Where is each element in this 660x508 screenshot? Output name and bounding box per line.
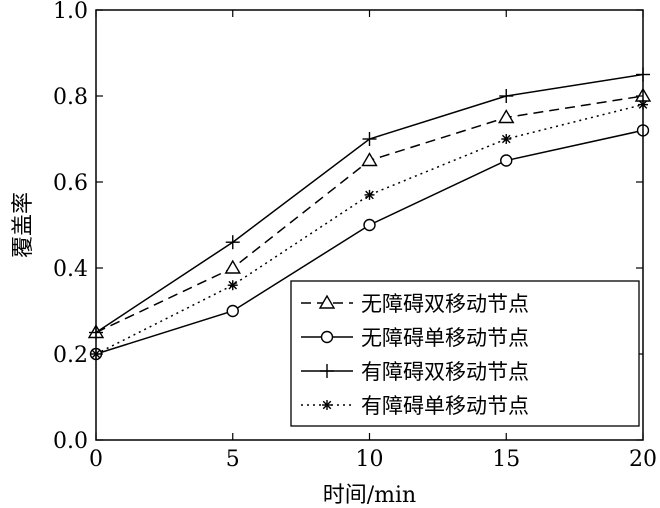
star-marker xyxy=(322,400,332,410)
circle-marker xyxy=(320,330,334,344)
y-tick-label: 1.0 xyxy=(53,0,88,24)
y-tick-label: 0.8 xyxy=(53,85,88,110)
y-tick-label: 0.6 xyxy=(53,171,88,196)
plus-marker xyxy=(225,235,240,250)
star-marker xyxy=(227,280,238,291)
y-tick-label: 0.2 xyxy=(53,343,88,368)
legend-label: 无障碍单移动节点 xyxy=(361,326,529,350)
x-tick-label: 0 xyxy=(89,447,103,472)
star-marker-stroke xyxy=(228,280,238,290)
triangle-marker xyxy=(498,109,515,124)
y-axis-label: 覆盖率 xyxy=(11,192,36,258)
legend-entry: 有障碍单移动节点 xyxy=(301,394,529,418)
x-tick-label: 15 xyxy=(492,447,520,472)
star-marker-stroke xyxy=(501,134,511,144)
x-tick-label: 5 xyxy=(226,447,240,472)
legend-label: 有障碍双移动节点 xyxy=(361,360,529,384)
star-marker xyxy=(364,189,375,200)
legend-entry: 无障碍双移动节点 xyxy=(301,292,529,316)
plus-marker xyxy=(320,364,334,378)
y-tick-label: 0.4 xyxy=(53,257,88,282)
series-group xyxy=(87,67,652,361)
y-tick-label: 0.0 xyxy=(53,429,88,454)
star-marker xyxy=(501,134,512,144)
triangle-marker xyxy=(224,259,241,274)
plus-marker xyxy=(499,89,514,103)
circle-marker xyxy=(226,304,239,318)
x-tick-label: 20 xyxy=(629,447,657,472)
triangle-marker xyxy=(361,152,378,167)
x-tick-label: 10 xyxy=(356,447,384,472)
triangle-marker xyxy=(318,294,336,309)
x-axis-label: 时间/min xyxy=(323,483,416,508)
circle-marker xyxy=(363,218,376,232)
legend-box xyxy=(290,280,640,427)
legend-label: 无障碍双移动节点 xyxy=(361,292,529,316)
star-marker-stroke xyxy=(322,400,332,410)
legend-entry: 有障碍双移动节点 xyxy=(301,360,529,384)
legend-entry: 无障碍单移动节点 xyxy=(301,326,529,350)
legend-label: 有障碍单移动节点 xyxy=(361,394,529,418)
axis-ticks: 0 5 10 15 20 0.0 0.2 0.4 0.6 0.8 1.0 xyxy=(53,0,657,472)
series-line xyxy=(95,103,644,355)
plus-marker xyxy=(362,132,377,146)
circle-marker xyxy=(500,154,513,167)
star-marker-stroke xyxy=(365,190,374,200)
